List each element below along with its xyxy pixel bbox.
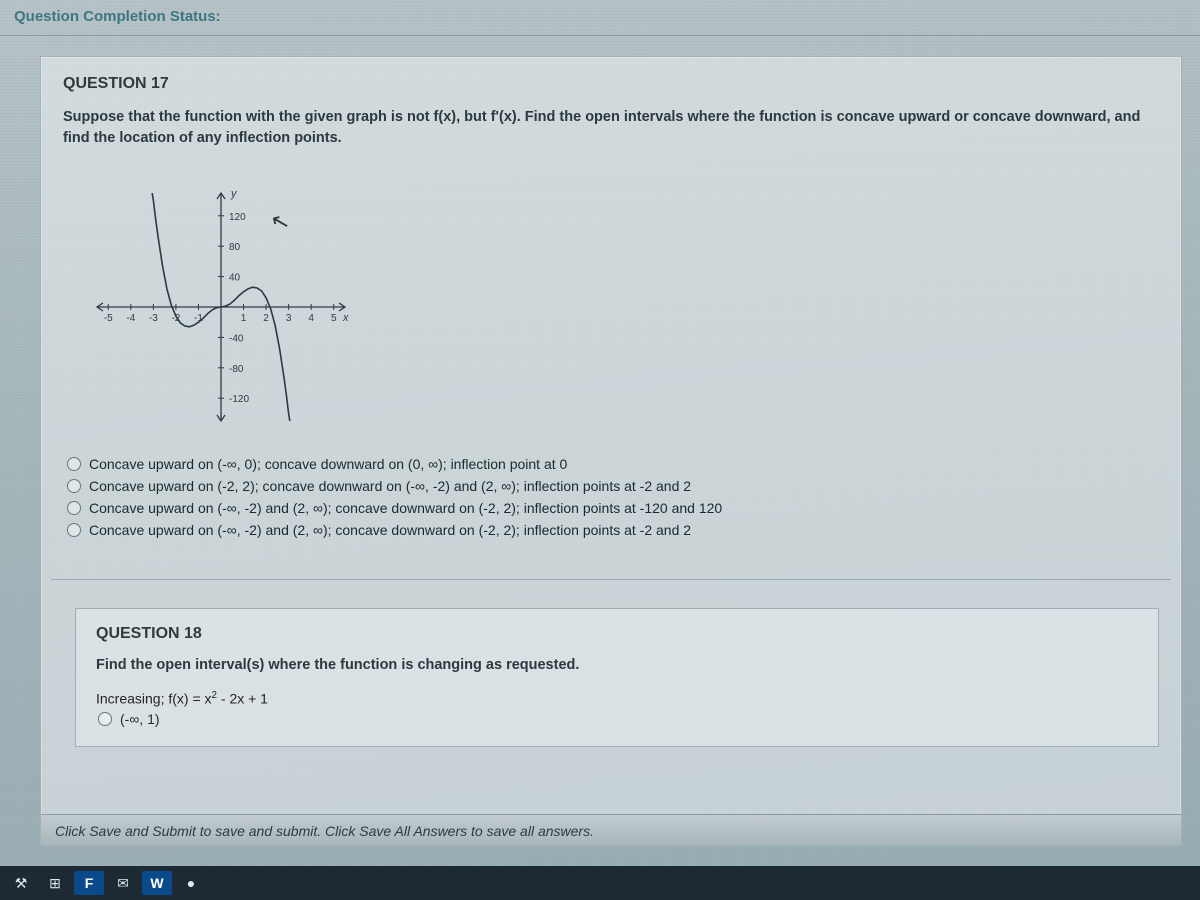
radio-icon <box>67 457 81 471</box>
svg-text:40: 40 <box>229 273 241 284</box>
taskbar-item-2[interactable]: F <box>74 871 104 895</box>
svg-text:y: y <box>230 188 238 200</box>
question-17-graph: -5-4-3-2-112345-120-80-404080120xy ↖ <box>71 167 371 447</box>
taskbar-item-0[interactable]: ⚒ <box>6 871 36 895</box>
question-18-formula: Increasing; f(x) = x2 - 2x + 1 <box>96 690 1138 707</box>
question-17-title: QUESTION 17 <box>63 75 1159 93</box>
svg-text:-4: -4 <box>126 313 135 324</box>
question-18-title: QUESTION 18 <box>96 625 1138 643</box>
svg-text:4: 4 <box>308 313 314 324</box>
question-17-options: Concave upward on (-∞, 0); concave downw… <box>67 455 1159 540</box>
question-18-prompt: Find the open interval(s) where the func… <box>96 655 1138 676</box>
svg-text:80: 80 <box>229 242 241 253</box>
radio-icon <box>98 712 112 726</box>
question-17: QUESTION 17 Suppose that the function wi… <box>41 57 1181 553</box>
completion-status-label: Question Completion Status: <box>14 8 221 25</box>
svg-text:2: 2 <box>263 313 269 324</box>
taskbar: ⚒ ⊞ F ✉ W ● <box>0 866 1200 900</box>
radio-icon <box>67 523 81 537</box>
option-c-label: Concave upward on (-∞, -2) and (2, ∞); c… <box>89 499 722 518</box>
save-instructions-bar: Click Save and Submit to save and submit… <box>41 814 1181 845</box>
option-a-label: Concave upward on (-∞, 0); concave downw… <box>89 455 567 474</box>
option-d-label: Concave upward on (-∞, -2) and (2, ∞); c… <box>89 521 691 540</box>
taskbar-item-1[interactable]: ⊞ <box>40 871 70 895</box>
question-18: QUESTION 18 Find the open interval(s) wh… <box>75 608 1159 748</box>
svg-text:3: 3 <box>286 313 292 324</box>
option-a[interactable]: Concave upward on (-∞, 0); concave downw… <box>67 455 1159 474</box>
option-d[interactable]: Concave upward on (-∞, -2) and (2, ∞); c… <box>67 521 1159 540</box>
svg-text:-3: -3 <box>149 313 158 324</box>
svg-text:x: x <box>342 312 349 324</box>
radio-icon <box>67 501 81 515</box>
completion-status-bar: Question Completion Status: <box>0 0 1200 36</box>
svg-text:5: 5 <box>331 313 337 324</box>
svg-text:120: 120 <box>229 212 246 223</box>
taskbar-item-4[interactable]: W <box>142 871 172 895</box>
taskbar-item-3[interactable]: ✉ <box>108 871 138 895</box>
question-divider <box>51 579 1171 580</box>
option-b-label: Concave upward on (-2, 2); concave downw… <box>89 477 691 496</box>
svg-text:-80: -80 <box>229 364 244 375</box>
svg-text:-40: -40 <box>229 333 244 344</box>
svg-text:1: 1 <box>241 313 247 324</box>
question-panel: QUESTION 17 Suppose that the function wi… <box>40 56 1182 846</box>
radio-icon <box>67 479 81 493</box>
svg-text:-5: -5 <box>104 313 113 324</box>
save-instructions-text: Click Save and Submit to save and submit… <box>55 823 594 839</box>
taskbar-item-5[interactable]: ● <box>176 871 206 895</box>
q18-option-a[interactable]: (-∞, 1) <box>98 710 1138 729</box>
svg-text:-120: -120 <box>229 394 249 405</box>
q18-option-a-label: (-∞, 1) <box>120 710 160 729</box>
option-c[interactable]: Concave upward on (-∞, -2) and (2, ∞); c… <box>67 499 1159 518</box>
question-17-prompt: Suppose that the function with the given… <box>63 107 1143 149</box>
option-b[interactable]: Concave upward on (-2, 2); concave downw… <box>67 477 1159 496</box>
